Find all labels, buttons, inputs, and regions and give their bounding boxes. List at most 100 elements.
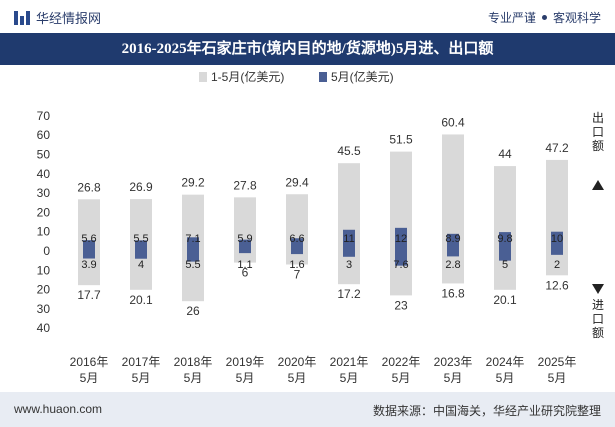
y-tick-label: 0 bbox=[43, 244, 50, 258]
label-1-5-export: 29.2 bbox=[181, 176, 205, 190]
bar-5-export bbox=[447, 233, 459, 251]
bar-5-import bbox=[499, 251, 511, 261]
bar-1-5-export bbox=[546, 159, 568, 251]
bar-5-export bbox=[187, 237, 199, 251]
label-5-export: 12 bbox=[395, 233, 407, 245]
x-tick-label-month: 5月 bbox=[184, 371, 203, 385]
label-5-import: 4 bbox=[138, 259, 144, 271]
label-5-import: 1.1 bbox=[237, 259, 252, 271]
label-1-5-export: 26.8 bbox=[77, 180, 101, 194]
bar-1-5-import bbox=[546, 251, 568, 276]
bar-1-5-export bbox=[338, 163, 360, 251]
bar-1-5-export bbox=[442, 134, 464, 251]
bar-1-5-import bbox=[286, 251, 308, 265]
label-1-5-import: 17.7 bbox=[77, 288, 101, 302]
x-tick-label-year: 2019年 bbox=[226, 355, 265, 369]
label-1-5-import: 26 bbox=[186, 304, 200, 318]
right-label-export-char: 额 bbox=[592, 139, 604, 153]
x-tick-label-month: 5月 bbox=[548, 371, 567, 385]
label-5-export: 8.9 bbox=[445, 233, 460, 245]
brand-name: 华经情报网 bbox=[36, 11, 102, 26]
x-tick-label-year: 2025年 bbox=[538, 355, 577, 369]
bar-1-5-import bbox=[338, 251, 360, 285]
label-5-export: 5.9 bbox=[237, 233, 252, 245]
label-1-5-import: 6 bbox=[242, 266, 249, 280]
arrow-up-icon bbox=[592, 180, 604, 190]
label-1-5-import: 12.6 bbox=[545, 278, 569, 292]
x-tick-label-month: 5月 bbox=[444, 371, 463, 385]
footer-source: 数据来源：中国海关，华经产业研究院整理 bbox=[372, 404, 601, 418]
label-5-import: 3 bbox=[346, 259, 352, 271]
label-5-export: 11 bbox=[343, 233, 354, 245]
x-tick-label-year: 2018年 bbox=[174, 355, 213, 369]
label-5-export: 10 bbox=[551, 233, 563, 245]
bar-5-import bbox=[291, 251, 303, 255]
label-5-export: 7.1 bbox=[185, 233, 200, 245]
label-5-import: 7.6 bbox=[393, 259, 408, 271]
brand-logo-icon bbox=[14, 10, 30, 25]
x-tick-label-year: 2020年 bbox=[278, 355, 317, 369]
legend-label-1-5: 1-5月(亿美元) bbox=[211, 69, 284, 84]
right-label-import-char: 进 bbox=[592, 298, 604, 312]
bar-1-5-import bbox=[234, 251, 256, 263]
bar-5-export bbox=[83, 240, 95, 251]
x-tick-label-year: 2017年 bbox=[122, 355, 161, 369]
y-tick-label: 70 bbox=[37, 109, 51, 123]
chart-title: 2016-2025年石家庄市(境内目的地/货源地)5月进、出口额 bbox=[0, 33, 615, 65]
label-1-5-export: 27.8 bbox=[233, 178, 257, 192]
bar-1-5-export bbox=[390, 151, 412, 251]
bar-5-export bbox=[395, 227, 407, 251]
x-tick-label-year: 2023年 bbox=[434, 355, 473, 369]
label-1-5-export: 47.2 bbox=[545, 141, 569, 155]
label-1-5-import: 7 bbox=[294, 268, 301, 282]
label-1-5-import: 20.1 bbox=[129, 293, 153, 307]
legend-swatch-5 bbox=[319, 72, 327, 82]
x-tick-label-month: 5月 bbox=[80, 371, 99, 385]
y-tick-label: 60 bbox=[37, 128, 51, 142]
bar-5-import bbox=[395, 251, 407, 266]
x-tick-label-year: 2016年 bbox=[70, 355, 109, 369]
bar-1-5-export bbox=[130, 199, 152, 251]
top-bar: 华经情报网 专业严谨 客观科学 bbox=[0, 0, 615, 33]
label-1-5-export: 60.4 bbox=[441, 115, 465, 129]
label-5-export: 5.5 bbox=[133, 233, 148, 245]
y-tick-label: 10 bbox=[37, 263, 51, 277]
bar-1-5-import bbox=[442, 251, 464, 284]
label-1-5-import: 20.1 bbox=[493, 293, 517, 307]
y-tick-label: 20 bbox=[37, 283, 51, 297]
label-5-import: 5 bbox=[502, 259, 508, 271]
label-1-5-import: 17.2 bbox=[337, 287, 361, 301]
x-tick-label-month: 5月 bbox=[236, 371, 255, 385]
x-tick-label-month: 5月 bbox=[288, 371, 307, 385]
tagline-text-1: 专业严谨 bbox=[487, 11, 536, 25]
bar-5-export bbox=[239, 239, 251, 251]
bar-5-import bbox=[239, 251, 251, 254]
label-5-export: 6.6 bbox=[289, 233, 304, 245]
bar-1-5-export bbox=[234, 197, 256, 251]
x-tick-label-month: 5月 bbox=[496, 371, 515, 385]
right-label-export-char: 出 bbox=[592, 111, 604, 125]
bar-5-export bbox=[291, 238, 303, 251]
bar-5-import bbox=[447, 251, 459, 257]
tagline-dot-icon bbox=[541, 15, 547, 20]
label-5-import: 2.8 bbox=[445, 259, 460, 271]
right-label-import-char: 口 bbox=[592, 312, 604, 326]
y-tick-label: 10 bbox=[37, 225, 51, 239]
x-tick-label-year: 2022年 bbox=[382, 355, 421, 369]
bar-1-5-import bbox=[182, 251, 204, 302]
label-1-5-export: 29.4 bbox=[285, 175, 309, 189]
bar-1-5-export bbox=[494, 166, 516, 251]
x-tick-label-year: 2021年 bbox=[330, 355, 369, 369]
footer-website: www.huaon.com bbox=[14, 402, 103, 416]
bar-5-export bbox=[343, 229, 355, 251]
tagline: 专业严谨 客观科学 bbox=[488, 9, 601, 26]
label-1-5-export: 51.5 bbox=[389, 133, 413, 147]
x-tick-label-month: 5月 bbox=[392, 371, 411, 385]
bar-5-import bbox=[135, 251, 147, 259]
right-label-export-char: 口 bbox=[592, 125, 604, 139]
x-tick-label-year: 2024年 bbox=[486, 355, 525, 369]
bar-5-import bbox=[83, 251, 95, 259]
tagline-text-2: 客观科学 bbox=[552, 11, 601, 25]
x-tick-label-month: 5月 bbox=[132, 371, 151, 385]
